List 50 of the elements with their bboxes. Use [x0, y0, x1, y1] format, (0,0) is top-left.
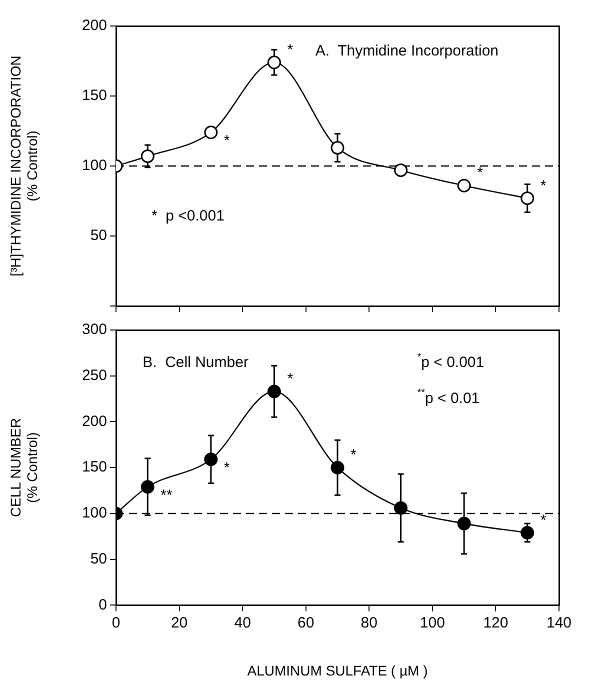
- y-tick-label: 200: [82, 17, 107, 34]
- y-tick-label: 50: [90, 227, 107, 244]
- x-tick-label: 60: [298, 614, 314, 632]
- y-tick-label: 100: [82, 157, 107, 174]
- point: [267, 56, 281, 70]
- annotation: *: [287, 370, 294, 388]
- point: [330, 460, 344, 474]
- point: [394, 163, 408, 177]
- x-tick-label: 120: [483, 614, 508, 632]
- x-tick-label: 20: [170, 614, 188, 632]
- x-tick-label: 140: [546, 614, 572, 632]
- point: [457, 178, 471, 192]
- annotation: *: [477, 164, 484, 182]
- annotation: *: [224, 132, 230, 150]
- annotation: * p <0.001: [151, 208, 224, 225]
- point: [204, 126, 218, 140]
- point: [394, 501, 408, 515]
- x-tick-label: 80: [360, 614, 378, 632]
- y-tick-label: 250: [82, 367, 107, 384]
- point: [204, 452, 218, 466]
- point: [520, 191, 534, 205]
- annotation: *: [350, 446, 356, 464]
- annotation: *: [224, 459, 230, 476]
- annotation: *: [540, 177, 546, 194]
- y-axis-title: [³H]THYMIDINE INCORPORATION (% Control): [7, 56, 40, 276]
- y-tick-label: 0: [98, 596, 107, 614]
- y-tick-label: 50: [90, 550, 107, 568]
- point: [520, 526, 534, 540]
- x-tick-label: 40: [234, 614, 251, 632]
- y-tick-label: 150: [82, 458, 107, 476]
- point: [140, 149, 154, 163]
- y-tick-label: 150: [82, 87, 107, 104]
- point: [140, 480, 154, 494]
- point: [457, 516, 471, 530]
- annotation: *: [287, 42, 294, 59]
- point: [330, 141, 344, 155]
- annotation: B. Cell Number: [142, 354, 248, 372]
- x-axis-title: ALUMINUM SULFATE ( µM ): [247, 662, 428, 678]
- annotation: **p < 0.01: [417, 388, 480, 407]
- annotation: *: [540, 512, 546, 529]
- annotation: *p < 0.001: [417, 352, 484, 372]
- y-tick-label: 300: [82, 321, 107, 338]
- point: [267, 384, 281, 398]
- y-tick-label: 200: [82, 412, 107, 430]
- y-axis-title: CELL NUMBER (% Control): [7, 418, 40, 518]
- annotation: A. Thymidine Incorporation: [315, 42, 499, 60]
- x-tick-label: 0: [112, 614, 120, 632]
- annotation: **: [160, 487, 172, 504]
- y-tick-label: 100: [82, 504, 107, 522]
- x-tick-label: 100: [420, 614, 445, 632]
